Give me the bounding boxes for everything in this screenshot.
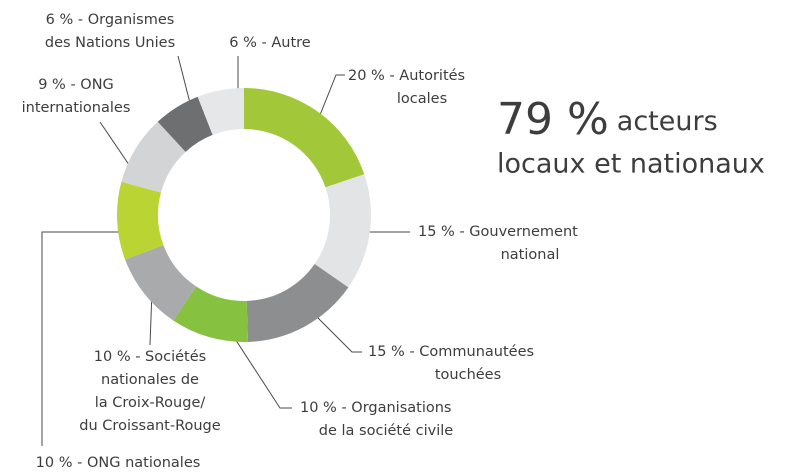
segment-label: du Croissant-Rouge (79, 418, 220, 434)
donut-segment (157, 96, 213, 152)
segment-label: 6 % - Autre (229, 35, 311, 51)
segment-label: 6 % - Organismes (46, 12, 175, 28)
donut-segment (246, 264, 349, 342)
segment-label: la Croix-Rouge/ (95, 395, 206, 411)
leader-line (309, 309, 362, 353)
donut-segment (117, 181, 164, 260)
headline: 79 % acteurs (497, 94, 718, 145)
segment-label: 10 % - Sociétés (94, 349, 206, 365)
headline-figure: 79 % (497, 94, 609, 145)
segment-label: 15 % - Gouvernement (418, 224, 578, 240)
segment-label: 15 % - Communautées (368, 344, 534, 360)
leader-line (41, 231, 130, 446)
donut-segment (125, 245, 197, 321)
segment-label: 10 % - ONG nationales (36, 455, 201, 471)
segment-label: 10 % - Organisations (300, 400, 452, 416)
donut-segment (121, 121, 186, 193)
donut-segment (173, 286, 248, 342)
segment-label: touchées (435, 367, 501, 383)
donut-segment (197, 88, 244, 135)
headline-text: locaux et nationaux (497, 149, 765, 180)
donut-segment (244, 88, 365, 188)
donut-segment (314, 174, 371, 288)
segment-label: national (501, 247, 560, 263)
segment-label: 9 % - ONG (38, 77, 114, 93)
leader-line (177, 55, 191, 104)
segment-label: 20 % - Autorités (348, 68, 465, 84)
headline-text: acteurs (617, 106, 718, 137)
segment-label: internationales (22, 100, 131, 116)
segment-label: locales (397, 91, 447, 107)
segment-label: de la société civile (319, 423, 453, 439)
segment-label: nationales de (101, 372, 199, 388)
leader-line (227, 327, 292, 409)
segment-label: des Nations Unies (45, 35, 175, 51)
